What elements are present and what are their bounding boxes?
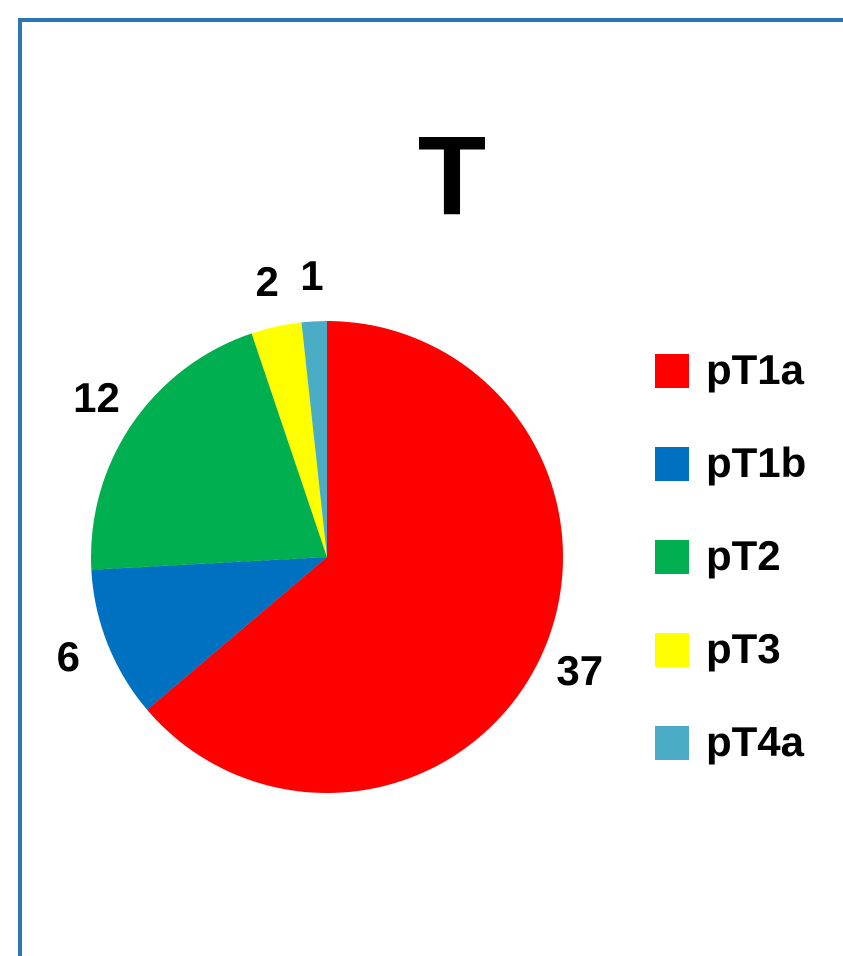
legend-label: pT2 (706, 532, 781, 579)
legend-swatch (655, 540, 689, 574)
data-label: 12 (73, 374, 120, 421)
pie-slice (251, 322, 327, 557)
legend-swatch (655, 447, 689, 481)
legend-swatch (655, 354, 689, 388)
pie-slice (91, 333, 327, 570)
data-label: 37 (556, 647, 603, 694)
legend-swatch (655, 726, 689, 760)
legend-label: pT3 (706, 625, 781, 672)
pie-slice (91, 557, 327, 710)
legend-label: pT1a (706, 346, 805, 393)
data-label: 1 (300, 252, 323, 299)
data-label: 6 (57, 633, 80, 680)
legend-label: pT1b (706, 439, 806, 486)
legend-swatch (655, 633, 689, 667)
pie-slice (147, 321, 564, 794)
pie-slice (301, 321, 327, 557)
data-label: 2 (255, 258, 278, 305)
legend-label: pT4a (706, 718, 805, 765)
chart-title: T (418, 114, 486, 239)
